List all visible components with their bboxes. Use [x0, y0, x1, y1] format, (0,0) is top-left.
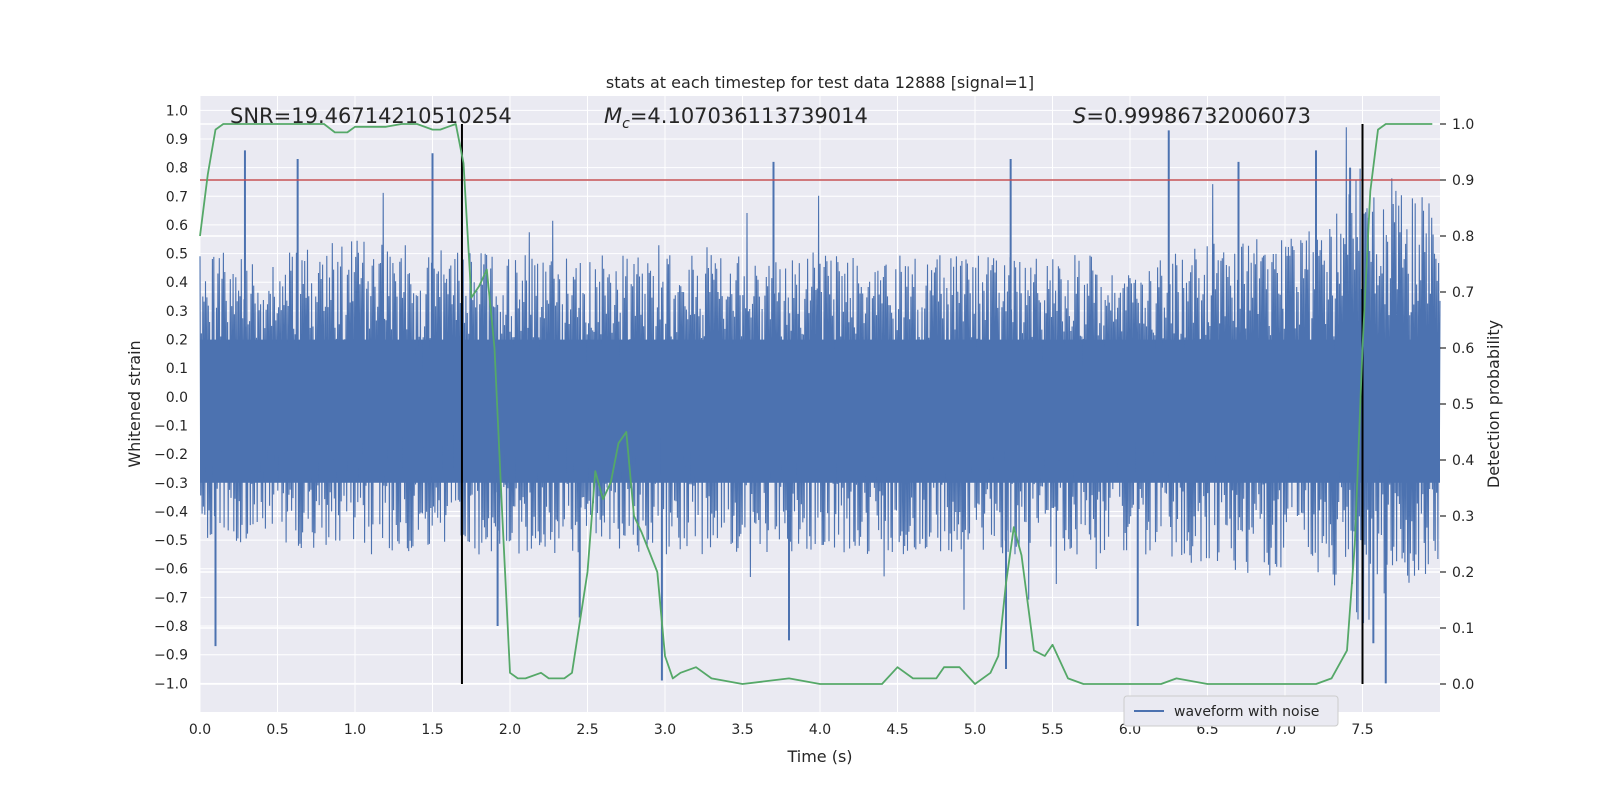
x-tick-label: 0.0: [189, 722, 211, 738]
y-tick-label: −0.1: [154, 418, 188, 434]
y-tick-label: 0.3: [166, 304, 188, 320]
x-tick-labels: 0.0 0.5 1.0 1.5 2.0 2.5 3.0 3.5 4.0 4.5 5.0 5.5 6.0 6…: [189, 722, 1374, 738]
y-tick-label: 0.4: [166, 275, 188, 291]
y2-tick-label: 0.3: [1452, 509, 1474, 525]
y-tick-label: −1.0: [154, 676, 188, 692]
y-tick-label: 0.7: [166, 189, 188, 205]
x-tick-label: 2.0: [499, 722, 521, 738]
y2-tick-label: 0.5: [1452, 397, 1474, 413]
y2-tick-label: 0.7: [1452, 285, 1474, 301]
x-tick-label: 5.0: [964, 722, 986, 738]
s-annotation: S=0.99986732006073: [1073, 104, 1311, 128]
y2-tick-label: 0.9: [1452, 173, 1474, 189]
y-tick-label: 0.0: [166, 390, 188, 406]
x-tick-label: 4.0: [809, 722, 831, 738]
x-tick-label: 2.5: [576, 722, 598, 738]
y2-tick-label: 0.8: [1452, 229, 1474, 245]
legend-label: waveform with noise: [1174, 704, 1319, 720]
x-tick-label: 1.0: [344, 722, 366, 738]
y-tick-label: −0.3: [154, 476, 188, 492]
legend: waveform with noise: [1123, 695, 1339, 727]
waveform-noise-trace: [199, 127, 1441, 624]
y-axis-label: Whitened strain: [125, 340, 144, 467]
x-tick-label: 7.5: [1351, 722, 1373, 738]
y-tick-label: 0.9: [166, 132, 188, 148]
x-axis-label: Time (s): [786, 747, 852, 766]
detection-probability-line: [199, 123, 1433, 685]
s-value: =0.99986732006073: [1086, 104, 1311, 128]
mc-value: =4.107036113739014: [630, 104, 868, 128]
waveform-noise-layer: [199, 127, 1441, 684]
y-tick-label: −0.5: [154, 533, 188, 549]
legend-box: [1123, 695, 1339, 727]
y2-tick-label: 1.0: [1452, 117, 1474, 133]
y-tick-label: −0.2: [154, 447, 188, 463]
y-tick-label: 0.5: [166, 247, 188, 263]
y-tick-label: −0.9: [154, 648, 188, 664]
mc-symbol: M: [604, 104, 622, 128]
overlay-layer: [199, 123, 1440, 685]
y-tick-label: −0.8: [154, 619, 188, 635]
mc-annotation: Mc=4.107036113739014: [604, 104, 868, 132]
x-tick-label: 0.5: [266, 722, 288, 738]
y-tick-label: 1.0: [166, 103, 188, 119]
y-tick-label: 0.1: [166, 361, 188, 377]
y-tick-label: −0.7: [154, 590, 188, 606]
y2-tick-label: 0.6: [1452, 341, 1474, 357]
y2-tick-label: 0.2: [1452, 565, 1474, 581]
y-tick-label: −0.6: [154, 562, 188, 578]
y-tick-label: 0.8: [166, 161, 188, 177]
y2-tick-labels: 1.0 0.9 0.8 0.7 0.6 0.5 0.4 0.3 0.2 0.1 0.0: [1440, 117, 1474, 693]
y-tick-label: 0.2: [166, 333, 188, 349]
x-tick-label: 3.0: [654, 722, 676, 738]
x-tick-label: 3.5: [731, 722, 753, 738]
y2-tick-label: 0.0: [1452, 677, 1474, 693]
snr-annotation: SNR=19.46714210510254: [230, 104, 512, 128]
chart-title: stats at each timestep for test data 128…: [606, 73, 1034, 92]
x-tick-label: 1.5: [421, 722, 443, 738]
y-tick-labels: 1.0 0.9 0.8 0.7 0.6 0.5 0.4 0.3 0.2 0.1 0.0 −0.1 −0.…: [154, 103, 188, 692]
x-tick-label: 5.5: [1041, 722, 1063, 738]
y-tick-label: −0.4: [154, 504, 188, 520]
y2-axis-label: Detection probability: [1484, 320, 1503, 488]
mc-subscript: c: [622, 116, 630, 132]
y2-tick-label: 0.4: [1452, 453, 1474, 469]
s-symbol: S: [1073, 104, 1086, 128]
y2-tick-label: 0.1: [1452, 621, 1474, 637]
x-tick-label: 4.5: [886, 722, 908, 738]
y-tick-label: 0.6: [166, 218, 188, 234]
